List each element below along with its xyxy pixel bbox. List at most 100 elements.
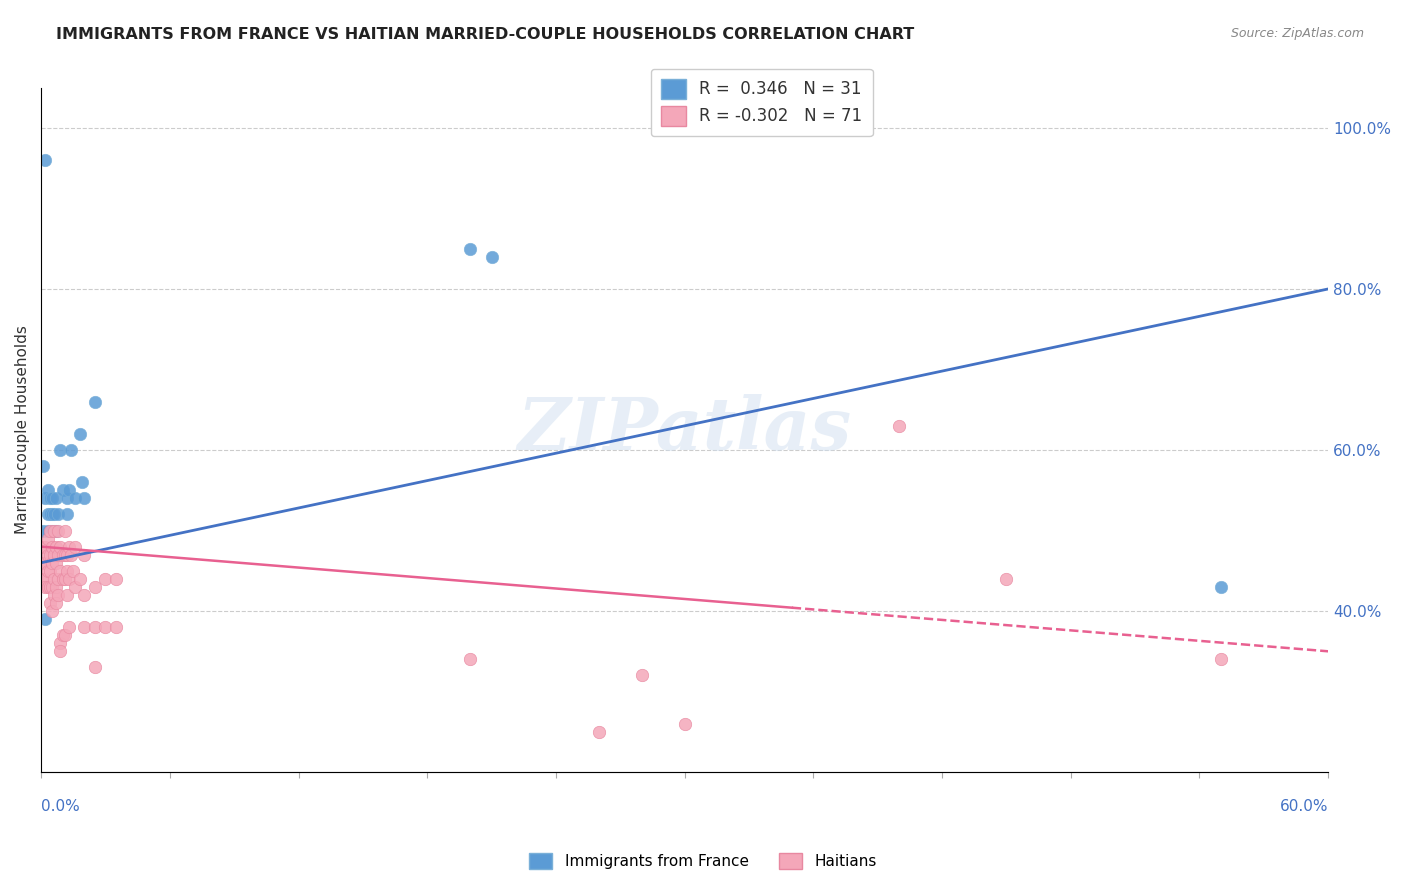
Point (73, 491, 96, 506)
Point (45, 540, 67, 554)
Point (51, 572, 73, 586)
Point (34, 556, 56, 570)
Point (37, 580, 59, 594)
Point (46, 548, 69, 562)
Point (1209, 652, 1232, 666)
Point (49, 644, 72, 658)
Point (32, 556, 55, 570)
Point (45, 491, 67, 506)
Point (588, 724, 610, 739)
Point (41, 524, 63, 538)
Point (65, 491, 87, 506)
Point (41, 580, 63, 594)
Text: IMMIGRANTS FROM FRANCE VS HAITIAN MARRIED-COUPLE HOUSEHOLDS CORRELATION CHART: IMMIGRANTS FROM FRANCE VS HAITIAN MARRIE… (56, 27, 914, 42)
Point (37, 524, 59, 538)
Text: 60.0%: 60.0% (1279, 799, 1329, 814)
Point (70, 475, 93, 490)
Point (53, 548, 76, 562)
Point (83, 620, 105, 634)
Point (53, 524, 76, 538)
Point (37, 483, 59, 498)
Point (94, 620, 117, 634)
Point (32, 524, 55, 538)
Point (49, 636, 72, 650)
Point (42, 508, 65, 522)
Point (45, 524, 67, 538)
Point (49, 564, 72, 578)
Point (58, 540, 80, 554)
Legend: Immigrants from France, Haitians: Immigrants from France, Haitians (523, 847, 883, 875)
Point (73, 548, 96, 562)
Point (45, 580, 67, 594)
Legend: R =  0.346   N = 31, R = -0.302   N = 71: R = 0.346 N = 31, R = -0.302 N = 71 (651, 69, 873, 136)
Point (83, 660, 105, 674)
Text: Source: ZipAtlas.com: Source: ZipAtlas.com (1230, 27, 1364, 40)
Point (34, 153, 56, 168)
Point (481, 250, 503, 264)
Point (46, 588, 69, 602)
Point (38, 491, 60, 506)
Point (42, 524, 65, 538)
Point (73, 588, 96, 602)
Point (51, 483, 73, 498)
Text: 0.0%: 0.0% (41, 799, 80, 814)
Point (46, 524, 69, 538)
Point (58, 483, 80, 498)
Point (37, 564, 59, 578)
Point (45, 596, 67, 610)
Point (49, 540, 72, 554)
Point (42, 588, 65, 602)
Point (41, 556, 63, 570)
Point (38, 524, 60, 538)
Point (37, 508, 59, 522)
Point (41, 540, 63, 554)
Point (83, 580, 105, 594)
Point (42, 548, 65, 562)
Point (83, 394, 105, 409)
Point (34, 572, 56, 586)
Point (65, 580, 87, 594)
Point (673, 716, 696, 731)
Point (32, 459, 55, 474)
Point (34, 580, 56, 594)
Point (37, 532, 59, 546)
Point (32, 540, 55, 554)
Point (38, 596, 60, 610)
Point (38, 548, 60, 562)
Point (995, 572, 1018, 586)
Point (58, 620, 80, 634)
Point (53, 572, 76, 586)
Point (32, 572, 55, 586)
Point (34, 612, 56, 626)
Point (37, 548, 59, 562)
Point (38, 580, 60, 594)
Point (56, 564, 79, 578)
Point (69, 426, 91, 441)
Point (458, 242, 481, 256)
Point (51, 548, 73, 562)
Point (105, 572, 128, 586)
Point (34, 491, 56, 506)
Point (42, 572, 65, 586)
Point (60, 548, 83, 562)
Point (49, 442, 72, 457)
Point (56, 548, 79, 562)
Point (887, 418, 910, 433)
Point (51, 628, 73, 642)
Point (458, 652, 481, 666)
Point (38, 564, 60, 578)
Point (53, 628, 76, 642)
Point (630, 668, 652, 682)
Point (56, 491, 79, 506)
Point (56, 508, 79, 522)
Point (38, 508, 60, 522)
Point (73, 620, 96, 634)
Point (1209, 580, 1232, 594)
Point (58, 572, 80, 586)
Point (62, 564, 84, 578)
Point (41, 491, 63, 506)
Y-axis label: Married-couple Households: Married-couple Households (15, 326, 30, 534)
Text: ZIPatlas: ZIPatlas (517, 394, 852, 466)
Point (56, 588, 79, 602)
Point (41, 604, 63, 618)
